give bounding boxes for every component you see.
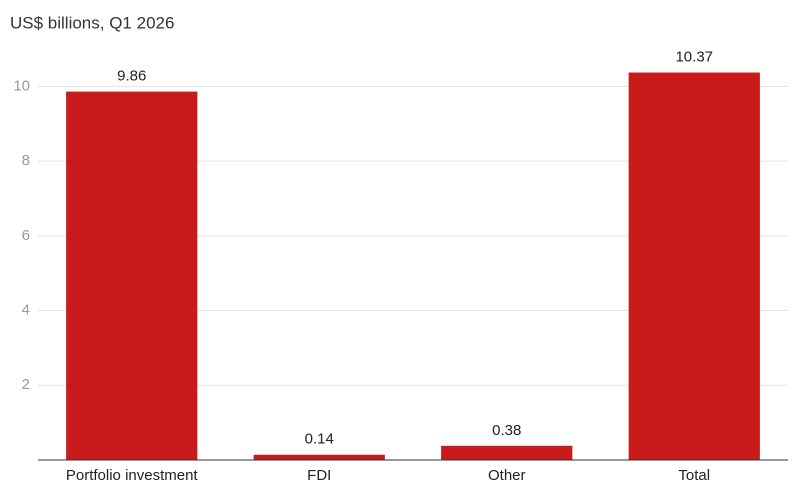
data-label: 0.14 — [305, 431, 334, 448]
data-label: 10.37 — [675, 49, 713, 66]
y-tick-label: 2 — [22, 376, 30, 393]
bar — [66, 91, 198, 460]
chart-subtitle: US$ billions, Q1 2026 — [10, 13, 174, 32]
bar — [628, 72, 760, 460]
data-label: 0.38 — [492, 422, 521, 439]
x-tick-label: Other — [488, 467, 526, 484]
y-tick-label: 8 — [22, 152, 30, 169]
x-tick-label: Portfolio investment — [66, 467, 199, 484]
x-tick-label: FDI — [307, 467, 331, 484]
y-tick-label: 10 — [13, 77, 30, 94]
y-tick-label: 4 — [22, 302, 30, 319]
data-label: 9.86 — [117, 68, 146, 85]
bar — [253, 454, 385, 460]
x-tick-label: Total — [678, 467, 710, 484]
y-tick-label: 6 — [22, 227, 30, 244]
bar — [441, 445, 573, 460]
